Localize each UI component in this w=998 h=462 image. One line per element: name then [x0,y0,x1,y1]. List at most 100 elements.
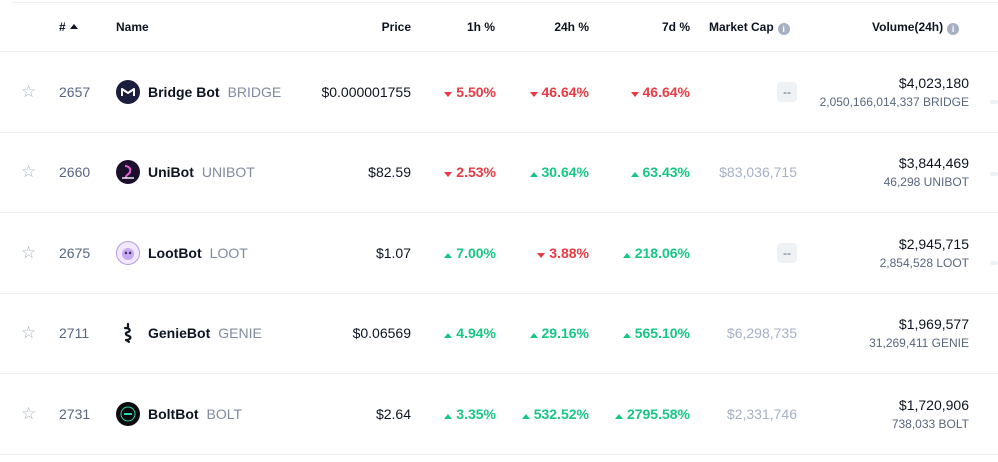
change-1h-cell: 3.35% [420,374,496,454]
change-24h-cell: 46.64% [500,52,589,132]
name-header[interactable]: Name [116,20,149,34]
caret-up-icon [521,414,530,419]
change-24h-header[interactable]: 24h % [554,20,589,34]
market-cap-value: $83,036,715 [719,164,797,180]
coin-name-cell[interactable]: LootBot LOOT [116,213,306,293]
rank-cell: 2657 [59,84,91,100]
caret-down-icon [444,172,453,177]
volume-header[interactable]: Volume(24h) i [872,3,960,51]
volume-header-label: Volume(24h) [872,20,944,34]
rank-header[interactable]: # [59,3,78,51]
coin-symbol: GENIE [218,325,262,341]
change-up-value: 218.06% [622,245,690,261]
change-7d-cell: 565.10% [596,293,690,373]
sort-ascending-icon [69,24,78,29]
star-icon[interactable]: ☆ [21,323,37,342]
volume-coin: 2,050,166,014,337 BRIDGE [819,95,969,109]
coin-name-cell[interactable]: GenieBot GENIE [116,293,306,373]
coin-name-cell[interactable]: Bridge Bot BRIDGE [116,52,306,132]
table-row[interactable]: ☆ 2657 Bridge Bot BRIDGE $0.000001755 5.… [0,52,998,133]
table-row[interactable]: ☆ 2675 LootBot LOOT $1.07 7.00% 3.88% 21… [0,213,998,294]
table-row[interactable]: ☆ 2660 UniBot UNIBOT $82.59 2.53% 30.64%… [0,132,998,213]
unibot-logo [116,160,140,184]
change-percent: 2795.58% [626,406,690,422]
volume-usd[interactable]: $1,720,906 [898,397,969,413]
market-cap-value: $2,331,746 [726,406,797,422]
caret-up-icon [444,253,453,258]
change-7d-cell: 218.06% [596,213,690,293]
volume-cell: $1,720,906 738,033 BOLT [800,374,969,454]
boltbot-logo [116,402,140,426]
volume-coin: 738,033 BOLT [891,417,969,431]
volume-usd[interactable]: $3,844,469 [898,155,969,171]
change-7d-header[interactable]: 7d % [661,20,690,34]
change-up-value: 7.00% [444,245,496,261]
table-row[interactable]: ☆ 2711 GenieBot GENIE $0.06569 4.94% 29.… [0,293,998,374]
change-7d-cell: 2795.58% [596,374,690,454]
market-cap-value: $6,298,735 [726,325,797,341]
rank-cell: 2660 [59,164,91,180]
table-row[interactable]: ☆ 2731 BoltBot BOLT $2.64 3.35% 532.52% … [0,374,998,455]
bridge-bot-logo [116,80,140,104]
change-up-value: 29.16% [529,325,589,341]
info-icon[interactable]: i [777,23,790,35]
change-up-value: 30.64% [529,164,589,180]
change-percent: 46.64% [541,84,589,100]
coin-name[interactable]: BoltBot [148,406,199,422]
market-cap-cell: $6,298,735 [700,293,797,373]
caret-up-icon [614,414,623,419]
coin-name-cell[interactable]: UniBot UNIBOT [116,132,306,212]
price-cell[interactable]: $82.59 [368,164,411,180]
volume-coin: 2,854,528 LOOT [879,256,969,270]
change-up-value: 2795.58% [614,406,690,422]
info-icon[interactable]: i [947,23,960,35]
coin-symbol: BRIDGE [227,84,282,100]
change-percent: 3.88% [549,245,589,261]
price-header[interactable]: Price [381,20,411,34]
market-cap-header[interactable]: Market Cap i [709,3,790,51]
volume-usd[interactable]: $2,945,715 [898,236,969,252]
star-icon[interactable]: ☆ [21,243,37,262]
rank-cell: 2731 [59,406,91,422]
price-cell[interactable]: $2.64 [375,406,411,422]
caret-down-icon [630,92,639,97]
change-up-value: 3.35% [444,406,496,422]
price-cell[interactable]: $1.07 [375,245,411,261]
rank-cell: 2711 [59,325,90,341]
change-percent: 30.64% [541,164,589,180]
market-cap-cell: -- [700,213,797,293]
change-1h-header[interactable]: 1h % [466,20,495,34]
change-percent: 565.10% [634,325,690,341]
change-24h-cell: 3.88% [500,213,589,293]
change-24h-cell: 29.16% [500,293,589,373]
star-icon[interactable]: ☆ [21,162,37,181]
volume-usd[interactable]: $1,969,577 [898,316,969,332]
change-percent: 532.52% [533,406,589,422]
caret-down-icon [537,253,546,258]
change-7d-cell: 63.43% [596,132,690,212]
coin-symbol: BOLT [206,406,243,422]
price-cell[interactable]: $0.06569 [352,325,411,341]
change-1h-cell: 5.50% [420,52,496,132]
change-up-value: 532.52% [521,406,589,422]
coin-name-cell[interactable]: BoltBot BOLT [116,374,306,454]
star-icon[interactable]: ☆ [21,404,37,423]
price-cell[interactable]: $0.000001755 [321,84,411,100]
market-cap-cell: $83,036,715 [700,132,797,212]
market-cap-cell: -- [700,52,797,132]
change-up-value: 4.94% [444,325,496,341]
volume-coin: 46,298 UNIBOT [883,175,969,189]
change-down-value: 46.64% [630,84,690,100]
change-percent: 5.50% [456,84,496,100]
coin-name[interactable]: UniBot [148,164,194,180]
coin-name[interactable]: LootBot [148,245,202,261]
volume-usd[interactable]: $4,023,180 [898,75,969,91]
lootbot-logo [116,241,140,265]
change-percent: 7.00% [456,245,496,261]
star-icon[interactable]: ☆ [21,82,37,101]
caret-down-icon [444,92,453,97]
market-cap-cell: $2,331,746 [700,374,797,454]
coin-name[interactable]: Bridge Bot [148,84,220,100]
change-percent: 2.53% [456,164,496,180]
coin-name[interactable]: GenieBot [148,325,211,341]
